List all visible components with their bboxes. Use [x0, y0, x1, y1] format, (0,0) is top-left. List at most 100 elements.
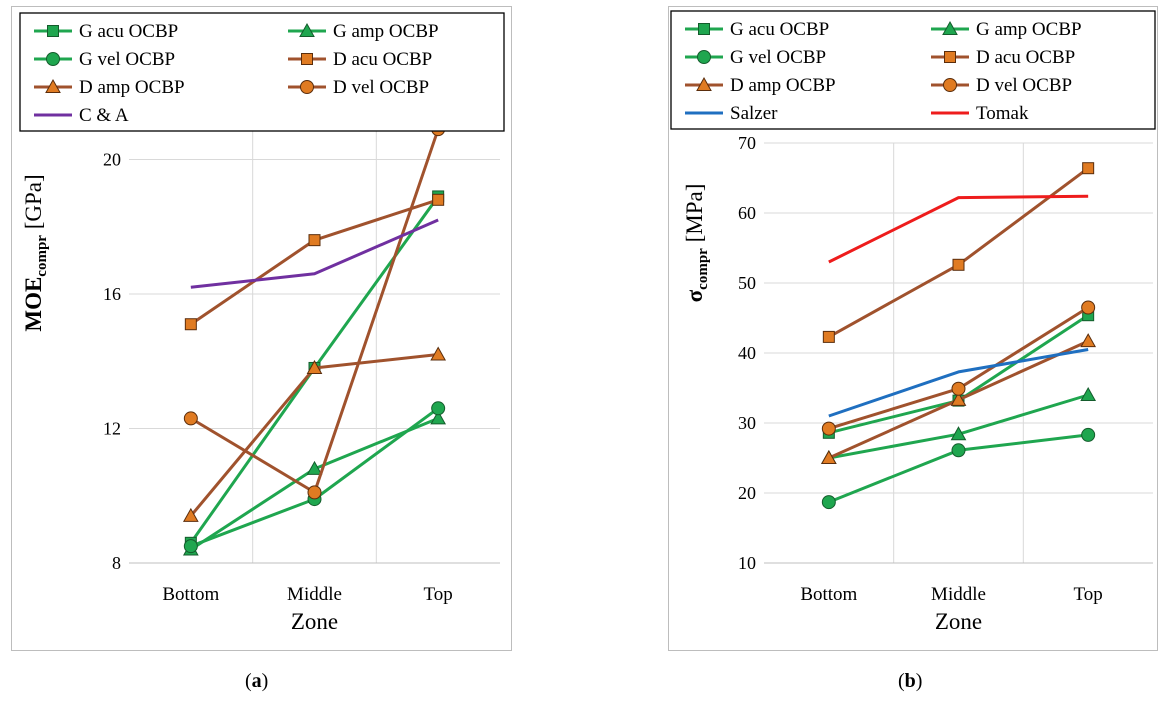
legend-box [19, 12, 505, 132]
y-axis-title-unit: [GPa] [21, 174, 46, 235]
y-tick-label: 70 [738, 133, 756, 153]
legend-label: D amp OCBP [730, 75, 836, 96]
data-point [183, 539, 198, 554]
legend-item: G acu OCBP [685, 19, 829, 40]
chart-b-svg: 10 20 30 40 50 60 70 Bottom Middle Top Zone σcompr … [670, 10, 1156, 634]
legend-item: G vel OCBP [685, 47, 826, 68]
legend-item: G amp OCBP [931, 19, 1082, 40]
data-point [950, 426, 967, 441]
series-salzer [828, 348, 1089, 418]
series-line [190, 218, 439, 289]
x-tick-label: Bottom [162, 584, 219, 605]
legend-marker [696, 76, 712, 91]
series-line [828, 348, 1089, 418]
data-point [306, 460, 323, 475]
y-tick-label: 12 [103, 418, 121, 438]
legend-marker [697, 50, 711, 64]
legend-item: G amp OCBP [288, 21, 439, 42]
data-point [430, 346, 447, 361]
caption-a: (a) [245, 670, 269, 692]
data-point [308, 234, 321, 247]
legend-item: D acu OCBP [288, 49, 432, 70]
legend-label: D amp OCBP [79, 77, 185, 98]
y-tick-label: 50 [738, 273, 756, 293]
legend-item: D vel OCBP [931, 75, 1072, 96]
x-tick-label: Bottom [800, 584, 857, 605]
data-point [950, 391, 967, 406]
data-point [183, 411, 198, 426]
legend-label: G amp OCBP [333, 21, 439, 42]
data-point [307, 485, 322, 500]
legend-item: D amp OCBP [685, 75, 836, 96]
data-point [432, 193, 445, 206]
data-point [184, 318, 197, 331]
chart-panel-a: 8 12 16 20 Bottom Middle Top Zone MOEcompr [GPa]… [11, 6, 512, 651]
legend-item: D acu OCBP [931, 47, 1075, 68]
legend-marker [301, 53, 313, 65]
x-tick-label: Top [424, 584, 453, 605]
y-tick-label: 10 [738, 553, 756, 573]
data-point [952, 258, 965, 271]
data-point [306, 359, 323, 374]
data-point [182, 507, 199, 522]
legend-marker [299, 22, 315, 37]
data-point [1081, 427, 1096, 442]
series-d-acu-ocbp [822, 162, 1095, 343]
data-point [1080, 333, 1097, 348]
data-point [430, 410, 447, 425]
legend-label: Salzer [730, 103, 778, 124]
data-point [822, 330, 835, 343]
y-axis-title: MOEcompr [GPa] [21, 174, 50, 331]
legend-item: D amp OCBP [34, 77, 185, 98]
legend-marker [942, 20, 958, 35]
series-line [828, 166, 1090, 339]
x-tick-label: Middle [287, 584, 342, 605]
legend-marker [943, 78, 957, 92]
legend-item: C & A [34, 105, 129, 126]
data-point [431, 401, 446, 416]
legend-label: G vel OCBP [730, 47, 826, 68]
caption-b: (b) [898, 670, 923, 692]
chart-a-svg: 8 12 16 20 Bottom Middle Top Zone MOEcompr [GPa]… [19, 12, 505, 634]
series-line [189, 198, 439, 326]
series-g-vel-ocbp [821, 427, 1096, 510]
series-d-vel-ocbp [183, 122, 446, 500]
y-tick-label: 16 [103, 284, 121, 304]
data-point [1082, 162, 1095, 175]
series-line [190, 128, 440, 494]
y-tick-label: 40 [738, 343, 756, 363]
legend-label: D vel OCBP [333, 77, 429, 98]
data-point [1080, 386, 1097, 401]
legend-label: D acu OCBP [333, 49, 432, 70]
series-d-amp-ocbp [182, 346, 447, 522]
legend-marker [944, 51, 956, 63]
legend-label: G amp OCBP [976, 19, 1082, 40]
legend-marker [300, 80, 314, 94]
x-tick-label: Middle [931, 584, 986, 605]
y-axis-title-sub: compr [34, 235, 50, 277]
series-line [828, 306, 1089, 431]
legend-marker [698, 23, 710, 35]
legend-label: G acu OCBP [79, 21, 178, 42]
legend-item: Salzer [685, 103, 778, 124]
series-line [828, 194, 1089, 264]
legend-marker [45, 78, 61, 93]
legend-box [670, 10, 1156, 130]
legend-label: Tomak [976, 103, 1029, 124]
legend-marker [46, 52, 60, 66]
data-point [820, 449, 837, 464]
data-point [821, 421, 836, 436]
data-point [821, 495, 836, 510]
y-axis-title-unit: [MPa] [682, 184, 707, 249]
y-tick-label: 60 [738, 203, 756, 223]
legend-item: G vel OCBP [34, 49, 175, 70]
x-axis-title: Zone [291, 609, 338, 634]
y-axis-title-main: MOE [21, 277, 46, 332]
y-axis-title-main: σ [682, 289, 707, 302]
legend-label: C & A [79, 105, 129, 126]
y-axis-title: σcompr [MPa] [682, 184, 711, 303]
legend-item: G acu OCBP [34, 21, 178, 42]
legend-item: Tomak [931, 103, 1029, 124]
chart-panel-b: 10 20 30 40 50 60 70 Bottom Middle Top Zone σcompr … [668, 6, 1158, 651]
legend: G acu OCBP G amp OCBP G vel OCBP D acu OCBP… [670, 10, 1156, 130]
